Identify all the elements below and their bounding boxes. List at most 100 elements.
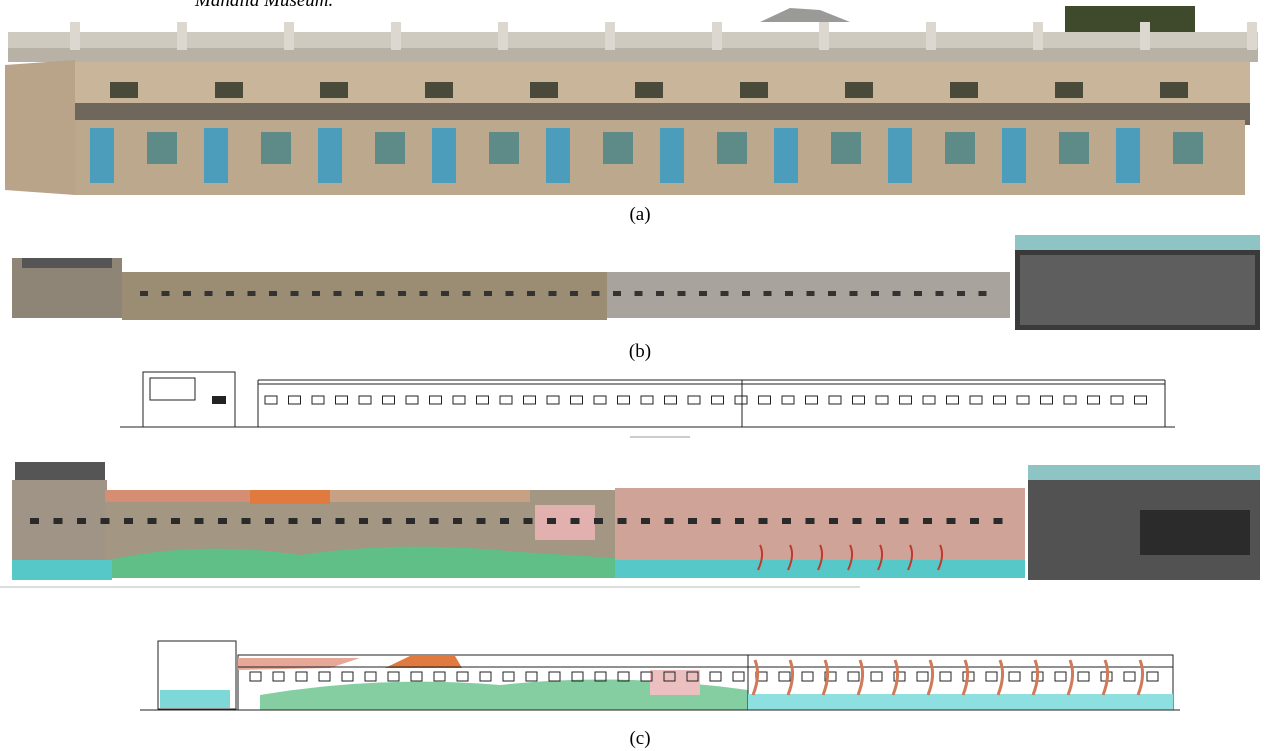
window <box>1111 396 1123 404</box>
window <box>979 291 987 296</box>
window <box>665 518 674 524</box>
window <box>853 396 865 404</box>
window <box>183 291 191 296</box>
window <box>242 518 251 524</box>
door <box>204 128 228 183</box>
window <box>547 518 556 524</box>
window <box>430 518 439 524</box>
window <box>148 518 157 524</box>
panel-label: (c) <box>629 728 650 749</box>
window <box>594 396 606 404</box>
window <box>312 291 320 296</box>
window <box>735 396 747 404</box>
upper-window <box>845 82 873 98</box>
window <box>688 518 697 524</box>
window <box>375 132 405 164</box>
window <box>806 518 815 524</box>
window <box>785 291 793 296</box>
window <box>721 291 729 296</box>
window <box>923 518 932 524</box>
window <box>603 132 633 164</box>
upper-window <box>215 82 243 98</box>
door <box>90 128 114 183</box>
window <box>806 396 818 404</box>
window <box>355 291 363 296</box>
window <box>970 518 979 524</box>
upper-window <box>635 82 663 98</box>
window <box>430 396 442 404</box>
window <box>289 518 298 524</box>
window <box>147 132 177 164</box>
window <box>876 518 885 524</box>
window <box>994 518 1003 524</box>
window <box>289 396 301 404</box>
window <box>336 396 348 404</box>
window <box>212 396 226 404</box>
parapet-post <box>498 22 508 50</box>
upper-window <box>320 82 348 98</box>
window <box>261 132 291 164</box>
window <box>829 518 838 524</box>
parapet-post <box>926 22 936 50</box>
window <box>549 291 557 296</box>
parapet-post <box>819 22 829 50</box>
window <box>782 518 791 524</box>
window <box>712 518 721 524</box>
parapet-post <box>284 22 294 50</box>
window <box>699 291 707 296</box>
window <box>678 291 686 296</box>
window <box>265 518 274 524</box>
window <box>218 518 227 524</box>
window <box>594 518 603 524</box>
window <box>957 291 965 296</box>
top-caption: Mahalla Museum. <box>194 0 333 11</box>
window <box>524 396 536 404</box>
upper-window <box>1055 82 1083 98</box>
parapet-post <box>1247 22 1257 50</box>
parapet-post <box>177 22 187 50</box>
window <box>665 396 677 404</box>
window <box>1041 396 1053 404</box>
window <box>970 396 982 404</box>
window <box>782 396 794 404</box>
window <box>265 396 277 404</box>
window <box>947 518 956 524</box>
window <box>383 518 392 524</box>
window <box>334 291 342 296</box>
parapet-post <box>605 22 615 50</box>
window <box>688 396 700 404</box>
window <box>489 132 519 164</box>
door <box>1116 128 1140 183</box>
window <box>1017 396 1029 404</box>
window <box>312 396 324 404</box>
parapet-post <box>712 22 722 50</box>
facade-photo-a <box>5 6 1258 195</box>
window <box>162 291 170 296</box>
window <box>641 518 650 524</box>
window <box>398 291 406 296</box>
drawing-windows <box>212 396 1147 404</box>
window <box>383 396 395 404</box>
parapet-post <box>1140 22 1150 50</box>
window <box>54 518 63 524</box>
window <box>124 518 133 524</box>
window <box>1088 396 1100 404</box>
window <box>900 396 912 404</box>
window <box>30 518 39 524</box>
window <box>1064 396 1076 404</box>
window <box>453 518 462 524</box>
parapet-post <box>1033 22 1043 50</box>
window <box>853 518 862 524</box>
window <box>195 518 204 524</box>
elevation-photo-b <box>12 235 1260 330</box>
window <box>226 291 234 296</box>
window <box>712 396 724 404</box>
window <box>484 291 492 296</box>
window <box>101 518 110 524</box>
window <box>506 291 514 296</box>
window <box>936 291 944 296</box>
upper-window <box>1160 82 1188 98</box>
damage-map-photo <box>0 462 1260 587</box>
window <box>406 396 418 404</box>
window <box>618 396 630 404</box>
